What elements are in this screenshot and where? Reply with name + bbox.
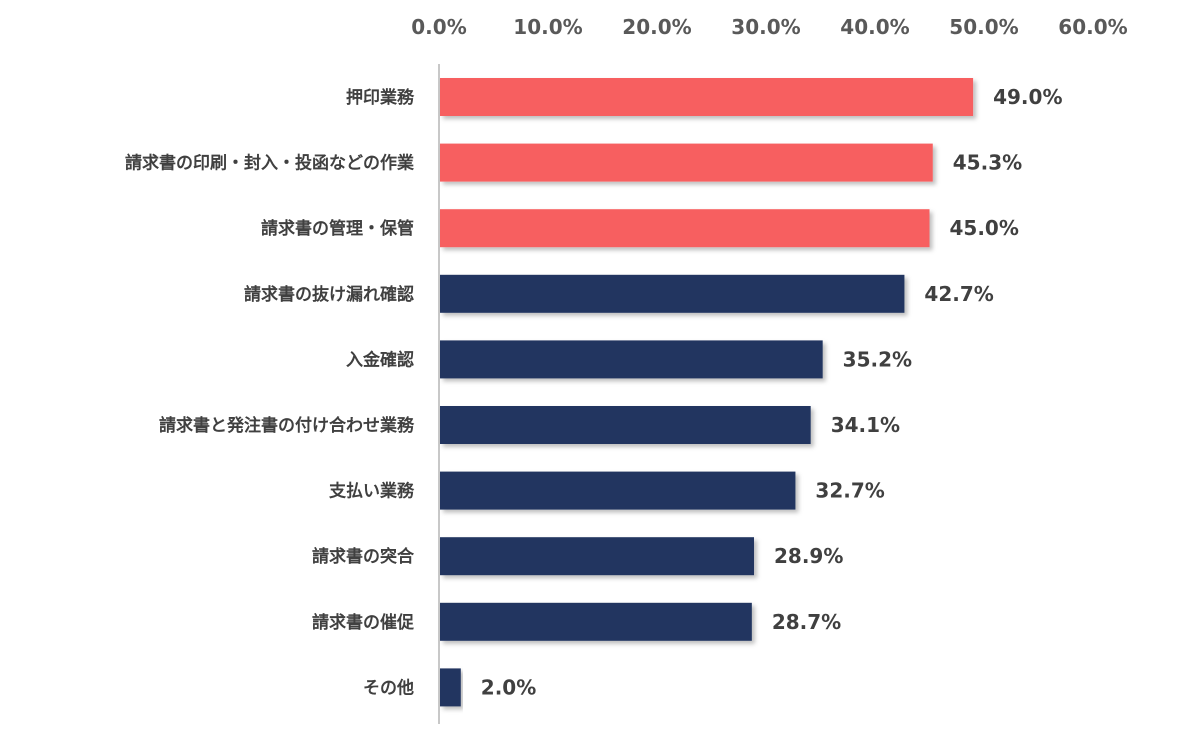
value-label: 49.0% (993, 85, 1062, 109)
x-tick-label: 40.0% (840, 15, 909, 39)
value-label: 42.7% (924, 282, 993, 306)
value-label: 45.0% (950, 216, 1019, 240)
category-label: 請求書の催促 (312, 612, 414, 633)
value-label: 35.2% (843, 347, 912, 371)
x-tick-label: 30.0% (731, 15, 800, 39)
value-label: 2.0% (481, 675, 536, 699)
x-tick-label: 50.0% (949, 15, 1018, 39)
bar (440, 471, 796, 510)
bar (440, 274, 905, 313)
bar (440, 143, 933, 182)
category-label: 支払い業務 (329, 481, 415, 502)
category-label: 請求書の管理・保管 (261, 218, 414, 239)
bar (440, 209, 930, 248)
value-label: 45.3% (953, 151, 1022, 175)
bar (440, 537, 755, 576)
bar (440, 78, 974, 116)
bar (440, 406, 811, 444)
category-label: 請求書の印刷・封入・投函などの作業 (125, 153, 414, 174)
category-label: 請求書と発注書の付け合わせ業務 (159, 415, 415, 436)
value-label: 28.7% (772, 610, 841, 634)
category-label: 押印業務 (346, 87, 415, 108)
value-label: 28.9% (774, 544, 843, 568)
bar (440, 668, 461, 707)
value-label: 34.1% (831, 413, 900, 437)
bar (440, 340, 823, 379)
category-label: 請求書の抜け漏れ確認 (244, 284, 414, 305)
category-label: 入金確認 (346, 349, 414, 370)
bar (440, 602, 752, 641)
category-label: 請求書の突合 (312, 546, 415, 567)
value-label: 32.7% (815, 479, 884, 503)
x-tick-label: 0.0% (411, 15, 466, 39)
category-label: その他 (363, 677, 414, 698)
x-tick-label: 10.0% (513, 15, 582, 39)
x-tick-label: 20.0% (622, 15, 691, 39)
x-tick-label: 60.0% (1058, 15, 1127, 39)
